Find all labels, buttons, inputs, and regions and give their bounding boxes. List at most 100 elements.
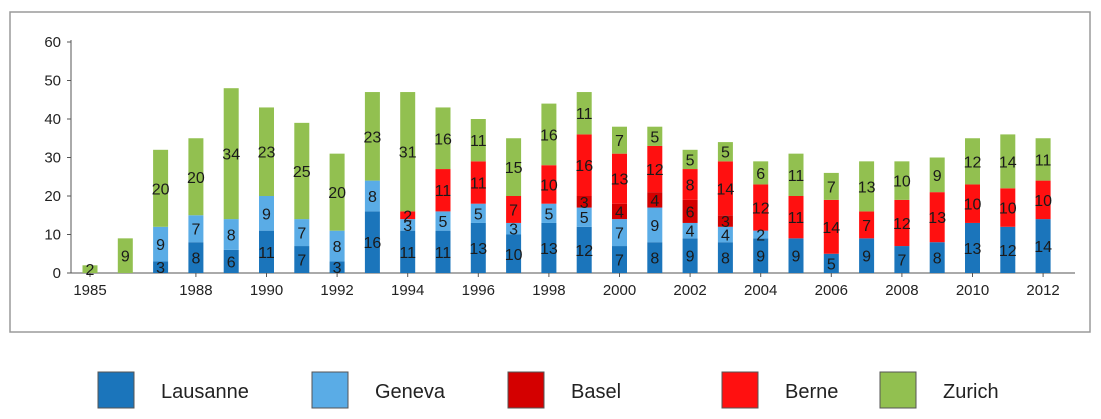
data-label-zurich: 5 — [721, 145, 730, 162]
legend-label-geneva: Geneva — [375, 381, 446, 403]
bar-segment-zurich — [612, 126, 627, 154]
data-label-lausanne: 9 — [792, 249, 801, 266]
x-tick-label: 2010 — [956, 282, 989, 299]
bar-segment-basel — [647, 192, 663, 208]
data-label-berne: 10 — [540, 177, 558, 194]
bar-segment-lausanne — [541, 222, 557, 273]
data-label-lausanne: 9 — [756, 249, 765, 266]
bar-segment-lausanne — [223, 249, 239, 273]
bar-segment-zurich — [117, 238, 133, 273]
bar-segment-zurich — [965, 138, 980, 185]
data-label-berne: 11 — [435, 183, 452, 200]
data-label-berne: 11 — [788, 210, 805, 227]
data-label-zurich: 20 — [187, 170, 205, 187]
legend-swatch-geneva — [311, 371, 349, 409]
bar-segment-berne — [1000, 188, 1016, 227]
bar-segment-zurich — [1035, 138, 1051, 181]
bar-segment-zurich — [647, 126, 663, 146]
data-label-berne: 13 — [928, 210, 946, 227]
data-label-geneva: 5 — [580, 210, 589, 227]
bar-segment-geneva — [470, 203, 486, 223]
bar-segment-lausanne — [506, 234, 522, 273]
bar-segment-geneva — [153, 226, 169, 262]
y-tick-label: 60 — [44, 34, 61, 51]
bar-segment-berne — [717, 161, 733, 216]
bar-segment-lausanne — [682, 238, 698, 273]
data-label-zurich: 7 — [615, 133, 624, 150]
data-label-berne: 10 — [1034, 193, 1052, 210]
bar-segment-berne — [965, 184, 980, 223]
data-label-zurich: 10 — [893, 174, 911, 191]
data-label-zurich: 11 — [1035, 152, 1052, 169]
data-label-zurich: 23 — [258, 145, 276, 162]
data-label-berne: 13 — [611, 172, 629, 189]
data-label-berne: 12 — [893, 216, 911, 233]
x-tick-label: 2002 — [673, 282, 706, 299]
legend-swatch-lausanne — [97, 371, 135, 409]
x-tick-label: 1994 — [391, 282, 424, 299]
bar-segment-lausanne — [965, 222, 980, 273]
legend-label-basel: Basel — [571, 381, 621, 403]
bar-segment-zurich — [435, 107, 451, 170]
bar-segment-geneva — [435, 211, 451, 231]
bar-segment-geneva — [717, 226, 733, 243]
bars — [82, 88, 1051, 273]
bar-segment-geneva — [682, 222, 698, 239]
data-label-zurich: 5 — [686, 152, 695, 169]
bar-segment-berne — [400, 211, 416, 220]
data-label-geneva: 3 — [509, 222, 518, 239]
data-label-lausanne: 6 — [227, 254, 236, 271]
bar-segment-lausanne — [435, 230, 451, 273]
data-label-zurich: 23 — [364, 129, 382, 146]
legend-swatch-berne — [721, 371, 759, 409]
bar-segment-geneva — [188, 215, 204, 243]
bar-segment-lausanne — [612, 246, 627, 273]
bar-segment-geneva — [612, 219, 627, 247]
x-tick-label: 1996 — [462, 282, 495, 299]
bar-segment-geneva — [329, 230, 345, 262]
bar-segment-zurich — [788, 153, 804, 196]
bar-segment-basel — [682, 199, 698, 223]
bar-segment-zurich — [223, 88, 239, 220]
bar-segment-geneva — [259, 196, 274, 231]
bar-segment-zurich — [894, 161, 910, 200]
data-label-berne: 14 — [822, 220, 840, 237]
data-label-geneva: 3 — [403, 218, 412, 235]
bar-segment-lausanne — [1000, 226, 1016, 273]
legend-swatch-basel — [507, 371, 545, 409]
bar-segment-lausanne — [1035, 219, 1051, 273]
data-label-zurich: 20 — [152, 181, 170, 198]
data-label-lausanne: 11 — [435, 245, 452, 262]
data-label-zurich: 2 — [86, 262, 95, 279]
bar-segment-lausanne — [647, 242, 663, 273]
bar-segment-zurich — [294, 122, 310, 220]
data-label-zurich: 14 — [999, 154, 1017, 171]
data-label-zurich: 9 — [121, 249, 130, 266]
bar-segment-berne — [894, 199, 910, 247]
bar-segment-zurich — [153, 149, 169, 227]
data-label-lausanne: 3 — [333, 260, 342, 277]
bar-segment-zurich — [82, 265, 98, 273]
x-tick-label: 2000 — [603, 282, 636, 299]
bar-segment-lausanne — [823, 253, 839, 273]
data-label-lausanne: 12 — [999, 243, 1017, 260]
data-label-zurich: 15 — [505, 160, 523, 177]
bar-segment-lausanne — [188, 242, 204, 273]
bar-segment-zurich — [400, 92, 416, 212]
data-label-geneva: 2 — [756, 228, 765, 245]
bar-segment-lausanne — [470, 222, 486, 273]
bar-segment-zurich — [929, 157, 945, 193]
y-tick-label: 50 — [44, 73, 61, 90]
bar-segment-berne — [612, 153, 627, 204]
bar-segment-geneva — [506, 222, 522, 235]
x-tick-label: 1992 — [320, 282, 353, 299]
bar-segment-zurich — [329, 153, 345, 231]
bar-segment-lausanne — [576, 226, 592, 273]
bar-segment-geneva — [647, 207, 663, 243]
legend: Lausanne Geneva Basel Berne Zurich — [97, 371, 999, 409]
data-label-lausanne: 8 — [191, 251, 200, 268]
x-tick-label: 1990 — [250, 282, 283, 299]
data-label-geneva: 5 — [474, 206, 483, 223]
bar-segment-geneva — [294, 219, 310, 247]
bar-segment-lausanne — [753, 238, 769, 273]
